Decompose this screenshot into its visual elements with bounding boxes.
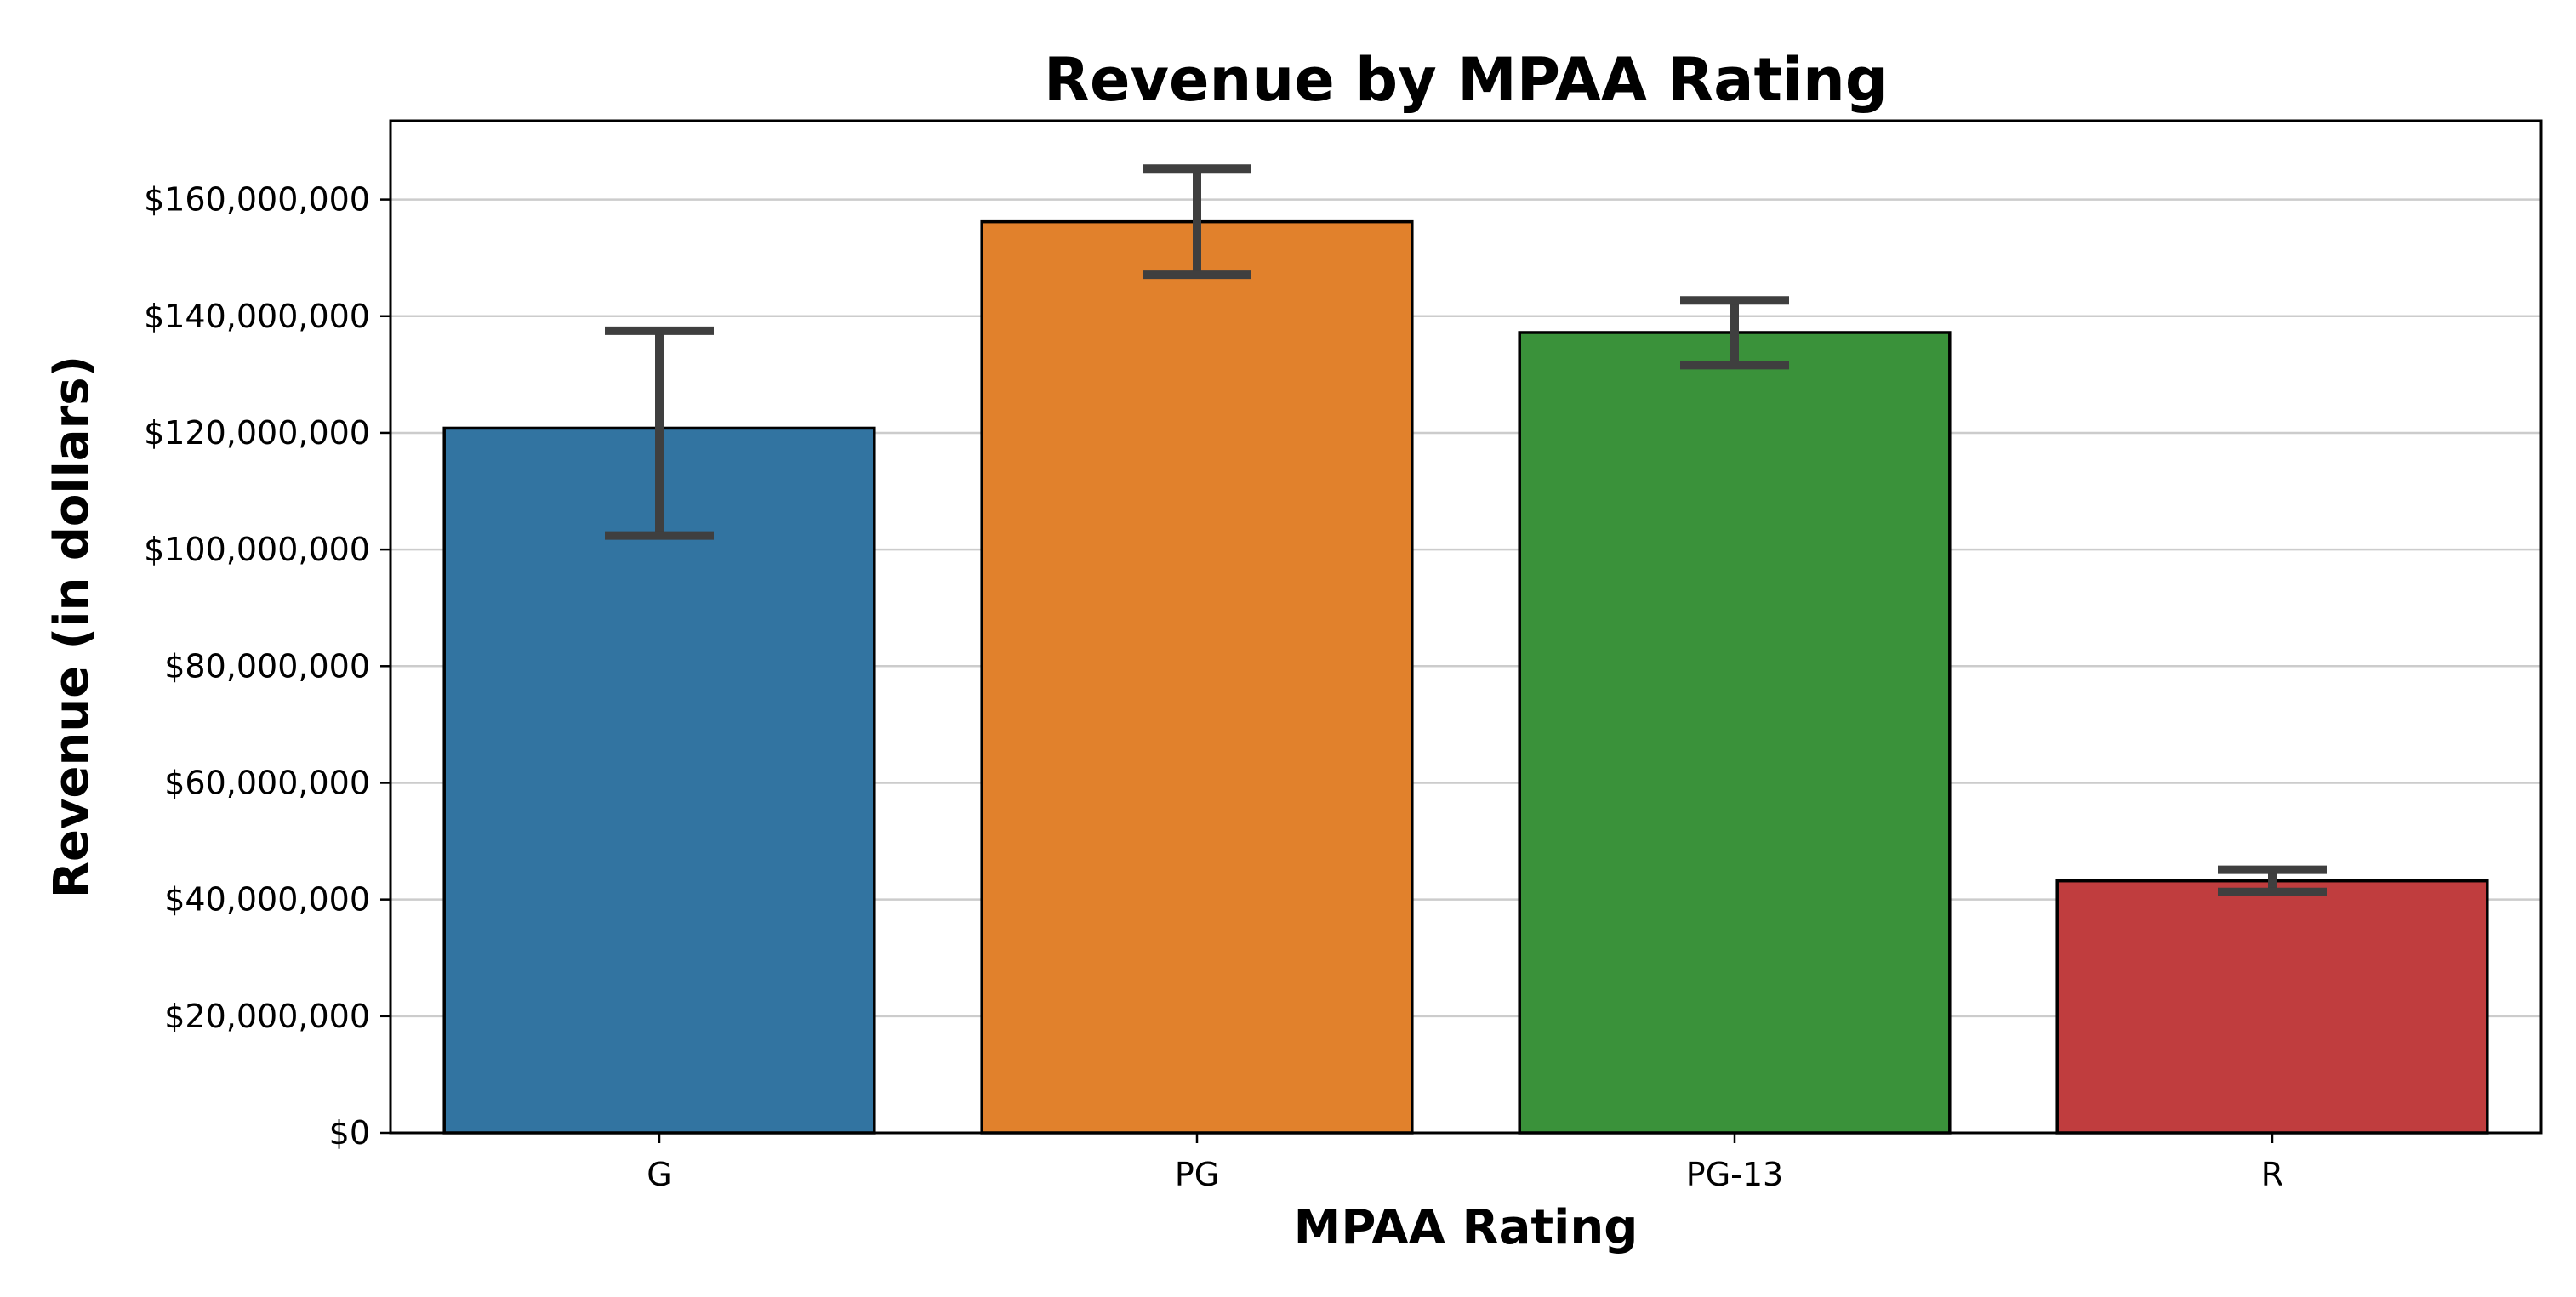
y-tick-label: $100,000,000	[144, 531, 370, 568]
bar-pg	[980, 219, 1414, 1135]
y-tick-label: $0	[329, 1114, 370, 1152]
x-tick-label: G	[647, 1156, 671, 1193]
x-axis-label: MPAA Rating	[1294, 1200, 1638, 1255]
y-tick-label: $40,000,000	[164, 881, 370, 919]
y-tick-label: $60,000,000	[164, 764, 370, 801]
y-tick-label: $80,000,000	[164, 647, 370, 685]
y-tick-label: $140,000,000	[144, 298, 370, 335]
bar-r	[2055, 879, 2489, 1135]
x-tick-label: PG	[1175, 1156, 1219, 1193]
y-tick-label: $20,000,000	[164, 998, 370, 1035]
y-tick-label: $160,000,000	[144, 181, 370, 219]
x-tick-label: R	[2261, 1156, 2283, 1193]
y-tick-label: $120,000,000	[144, 414, 370, 452]
error-bar-pg-13	[1680, 296, 1789, 370]
bars	[442, 219, 2489, 1135]
x-axis-ticks: G PG PG-13 R	[647, 1133, 2283, 1193]
error-bars	[605, 164, 2327, 896]
y-axis-label: Revenue (in dollars)	[44, 356, 100, 898]
x-tick-label: PG-13	[1686, 1156, 1783, 1193]
y-axis-ticks: $0 $20,000,000 $40,000,000 $60,000,000 $80,0…	[144, 181, 390, 1152]
error-bar-r	[2218, 865, 2327, 896]
error-bar-g	[605, 326, 714, 540]
error-bar-pg	[1143, 164, 1251, 280]
chart-title: Revenue by MPAA Rating	[1044, 45, 1888, 115]
bar-pg-13	[1518, 331, 1952, 1135]
plot-frame	[389, 119, 2543, 1135]
bar-g	[442, 426, 876, 1135]
